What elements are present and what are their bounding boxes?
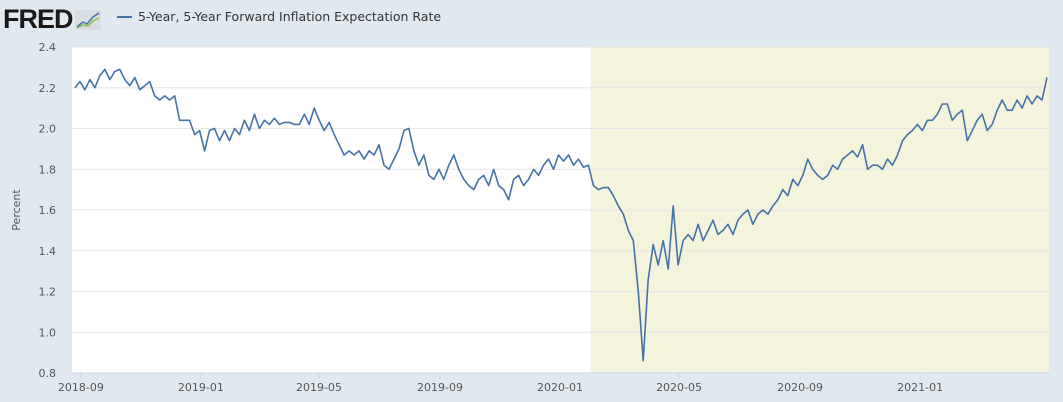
legend-swatch (117, 15, 132, 18)
x-tick-label: 2020-09 (777, 381, 823, 394)
y-tick-label: 2.4 (39, 41, 57, 54)
fred-logo-text: FRED (3, 4, 73, 34)
x-tick-label: 2019-01 (178, 381, 224, 394)
y-tick-label: 0.8 (39, 367, 57, 380)
y-axis-label: Percent (10, 189, 23, 231)
x-tick-label: 2018-09 (58, 381, 104, 394)
y-tick-label: 1.6 (39, 204, 57, 217)
series-line (74, 68, 1048, 362)
x-tick-label: 2021-01 (897, 381, 943, 394)
y-tick-label: 1.8 (39, 163, 57, 176)
chart-legend: 5-Year, 5-Year Forward Inflation Expecta… (117, 9, 441, 24)
y-tick-label: 1.2 (39, 286, 57, 299)
x-axis: 2018-09 2019-01 2019-05 2019-09 2020-01 2020-… (58, 372, 1049, 394)
x-tick-label: 2020-01 (537, 381, 583, 394)
x-tick-label: 2020-05 (656, 381, 702, 394)
y-tick-label: 1.4 (39, 245, 57, 258)
legend-label: 5-Year, 5-Year Forward Inflation Expecta… (138, 9, 442, 24)
x-tick-label: 2019-05 (296, 381, 342, 394)
fred-logo[interactable]: FRED (3, 4, 101, 35)
graph-icon (74, 9, 101, 30)
y-tick-label: 2.0 (39, 123, 57, 136)
y-tick-label: 2.2 (39, 82, 57, 95)
y-axis: 0.8 1.0 1.2 1.4 1.6 1.8 2.0 2.2 2.4 (39, 41, 57, 380)
x-tick-label: 2019-09 (417, 381, 463, 394)
y-tick-label: 1.0 (39, 326, 57, 339)
